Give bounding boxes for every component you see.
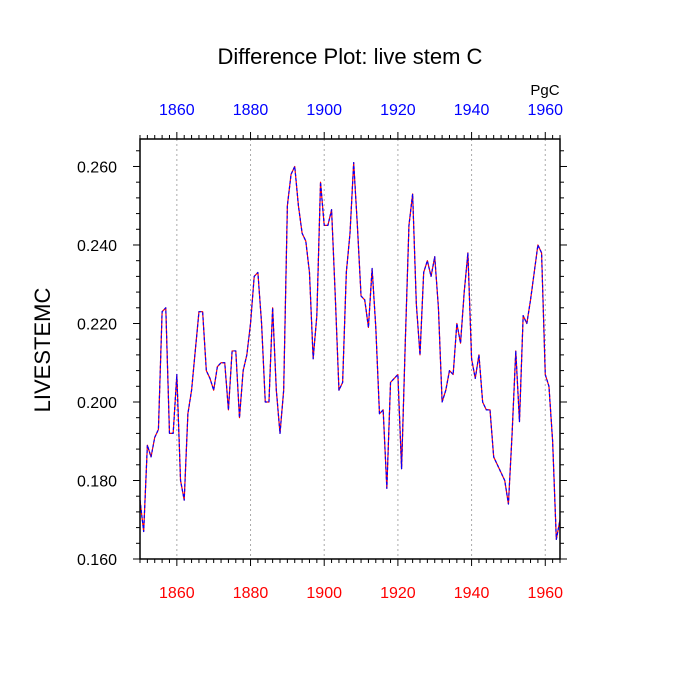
y-tick-label: 0.260 bbox=[77, 159, 117, 176]
chart-title: Difference Plot: live stem C bbox=[218, 44, 483, 69]
x-tick-label-top: 1860 bbox=[159, 102, 195, 119]
x-tick-label-top: 1920 bbox=[380, 102, 416, 119]
series-layer bbox=[139, 161, 561, 540]
x-tick-label-top: 1900 bbox=[306, 102, 342, 119]
y-tick-label: 0.160 bbox=[77, 552, 117, 569]
y-axis-label: LIVESTEMC bbox=[30, 288, 55, 413]
x-tick-label-bottom: 1860 bbox=[159, 585, 195, 602]
x-tick-label-bottom: 1900 bbox=[306, 585, 342, 602]
y-tick-label: 0.220 bbox=[77, 316, 117, 333]
x-tick-label-bottom: 1960 bbox=[527, 585, 563, 602]
x-tick-label-top: 1880 bbox=[233, 102, 269, 119]
y-tick-label: 0.180 bbox=[77, 473, 117, 490]
axes bbox=[133, 132, 567, 566]
y-tick-label: 0.240 bbox=[77, 238, 117, 255]
units-label: PgC bbox=[530, 82, 559, 99]
x-tick-label-bottom: 1940 bbox=[454, 585, 490, 602]
x-tick-label-top: 1960 bbox=[527, 102, 563, 119]
tick-labels: 1860 1880 1900 1920 1940 1960 1860 1880 1900 1920… bbox=[77, 102, 563, 602]
plot-frame bbox=[139, 138, 561, 560]
x-tick-label-bottom: 1880 bbox=[233, 585, 269, 602]
x-tick-label-bottom: 1920 bbox=[380, 585, 416, 602]
y-tick-label: 0.200 bbox=[77, 395, 117, 412]
x-tick-label-top: 1940 bbox=[454, 102, 490, 119]
series-line-blue bbox=[139, 161, 561, 540]
